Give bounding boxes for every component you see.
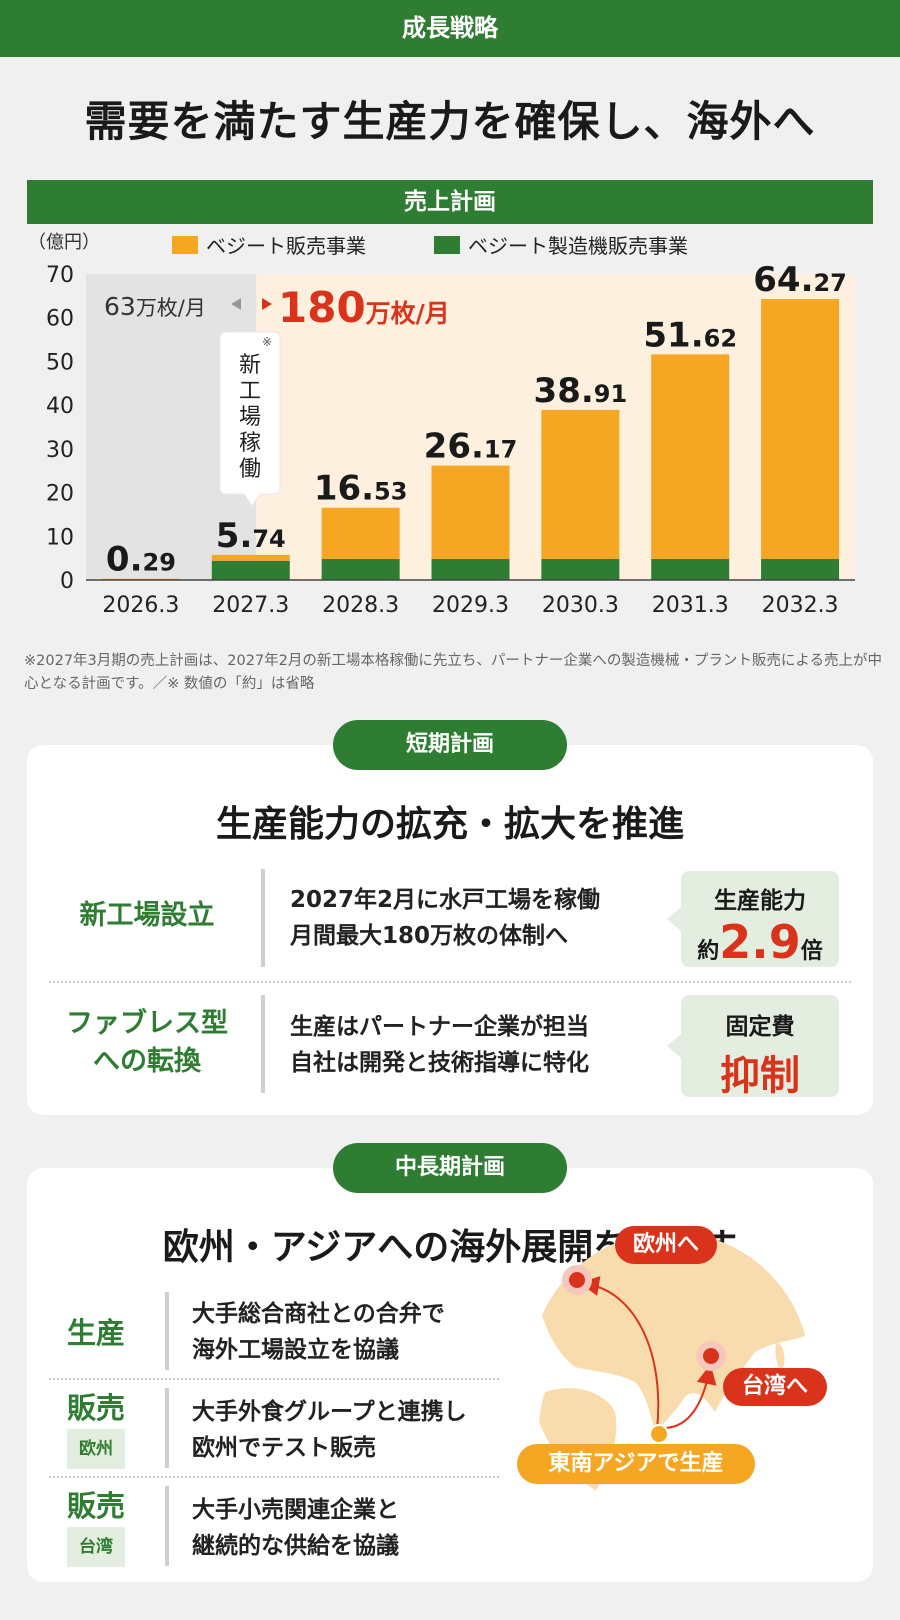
legend-entry: ベジート製造機販売事業 <box>468 234 688 258</box>
region-tag-taiwan: 台湾 <box>67 1527 125 1567</box>
mid-term-pill: 中長期計画 <box>333 1143 567 1193</box>
capacity-after-label: 180万枚/月 <box>278 283 450 332</box>
row-description: 生産はパートナー企業が担当 自社は開発と技術指導に特化 <box>290 1014 589 1076</box>
expansion-map: 欧州へ 台湾へ 東南アジアで生産 <box>515 1222 860 1522</box>
factory-callout-char: 稼 <box>239 431 261 456</box>
row-separator <box>49 1476 499 1478</box>
bar-total-label: 5.74 <box>216 516 286 556</box>
legend-entry: ベジート販売事業 <box>206 234 366 258</box>
land-japan <box>775 1342 785 1372</box>
x-tick-label: 2031.3 <box>652 593 729 618</box>
row-label: 販売 欧州 <box>37 1390 155 1469</box>
row-label: ファブレス型 への転換 <box>66 1008 228 1077</box>
page-headline: 需要を満たす生産力を確保し、海外へ <box>84 97 816 146</box>
row-divider <box>165 1292 169 1370</box>
factory-callout-char: 新 <box>239 353 261 378</box>
factory-callout-char: 働 <box>239 457 261 482</box>
row-description: 大手総合商社との合弁で 海外工場設立を協議 <box>192 1301 445 1363</box>
x-tick-label: 2027.3 <box>212 593 289 618</box>
short-term-row-factory: 新工場設立 2027年2月に水戸工場を稼働 月間最大180万枚の体制へ 生産能力… <box>27 863 873 973</box>
bar-segment <box>321 507 400 560</box>
bar-total-label: 16.53 <box>314 469 408 509</box>
y-tick-label: 0 <box>60 569 74 594</box>
sea-marker <box>649 1424 669 1444</box>
y-axis-unit-label: （億円） <box>28 232 100 253</box>
bar-segment <box>761 559 840 580</box>
bar-total-label: 0.29 <box>106 540 176 580</box>
legend-swatch <box>434 236 460 254</box>
factory-callout-bubble <box>219 331 281 507</box>
short-term-row-fabless: ファブレス型 への転換 生産はパートナー企業が担当 自社は開発と技術指導に特化 … <box>27 989 873 1101</box>
chart-footnote: ※2027年3月期の売上計画は、2027年2月の新工場本格稼働に先立ち、パートナ… <box>24 653 882 692</box>
row-separator <box>49 1378 499 1380</box>
x-tick-label: 2029.3 <box>432 593 509 618</box>
region-tag-europe: 欧州 <box>67 1429 125 1469</box>
factory-callout-char: 場 <box>239 405 261 430</box>
y-tick-label: 20 <box>46 482 74 507</box>
x-tick-label: 2032.3 <box>762 593 839 618</box>
taiwan-label: 台湾へ <box>723 1368 827 1406</box>
row-divider <box>165 1388 169 1468</box>
mid-term-row-sales-taiwan: 販売 台湾 大手小売関連企業と 継続的な供給を協議 <box>27 1478 873 1574</box>
short-term-pill: 短期計画 <box>333 720 567 770</box>
route-to-europe <box>579 1276 660 1431</box>
bar-segment <box>541 559 620 580</box>
bar-segment <box>211 560 290 580</box>
bar-segment <box>761 299 840 560</box>
row-separator <box>49 981 851 983</box>
bar-total-label: 51.62 <box>643 315 737 355</box>
bar-segment <box>541 409 620 560</box>
row-description: 大手外食グループと連携し 欧州でテスト販売 <box>192 1399 467 1461</box>
y-tick-label: 70 <box>46 263 74 288</box>
row-description: 2027年2月に水戸工場を稼働 月間最大180万枚の体制へ <box>290 887 601 949</box>
mid-term-row-sales-europe: 販売 欧州 大手外食グループと連携し 欧州でテスト販売 <box>27 1380 873 1476</box>
mid-term-row-production: 生産 大手総合商社との合弁で 海外工場設立を協議 <box>27 1286 873 1378</box>
sea-production-label: 東南アジアで生産 <box>517 1444 755 1484</box>
land-eurasia <box>535 1238 810 1432</box>
short-term-card: 生産能力の拡充・拡大を推進 新工場設立 2027年2月に水戸工場を稼働 月間最大… <box>27 745 873 1115</box>
bar-segment <box>321 559 400 580</box>
y-tick-label: 40 <box>46 394 74 419</box>
row-label: 新工場設立 <box>79 900 215 931</box>
bar-segment <box>651 354 730 560</box>
row-label: 販売 台湾 <box>37 1488 155 1567</box>
y-tick-label: 50 <box>46 350 74 375</box>
capacity-arrow-left <box>231 298 241 310</box>
bar-segment <box>431 465 510 560</box>
row-label: 生産 <box>66 1316 125 1350</box>
route-to-taiwan <box>664 1364 717 1429</box>
fixed-cost-badge: 固定費 抑制 <box>667 995 839 1099</box>
chart-title: 売上計画 <box>27 180 873 224</box>
bar-segment <box>651 559 730 580</box>
row-divider <box>261 995 265 1093</box>
bar-total-label: 38.91 <box>534 371 628 411</box>
revenue-bar-chart: 0 10 20 30 40 50 60 70 （億円） ベジート販売事業 ベジート製造機販売事業 0.… <box>28 232 855 618</box>
y-tick-label: 30 <box>46 438 74 463</box>
row-divider <box>165 1486 169 1566</box>
row-divider <box>261 869 265 967</box>
capacity-before-label: 63万枚/月 <box>104 292 206 321</box>
x-tick-label: 2030.3 <box>542 593 619 618</box>
factory-callout-char: 工 <box>239 379 261 404</box>
bar-total-label: 26.17 <box>424 427 518 467</box>
short-term-title: 生産能力の拡充・拡大を推進 <box>215 804 684 845</box>
legend-swatch <box>172 236 198 254</box>
row-description: 大手小売関連企業と 継続的な供給を協議 <box>192 1497 399 1559</box>
bar-segment <box>211 554 290 561</box>
capacity-badge: 生産能力 約2.9倍 <box>667 871 839 969</box>
europe-label: 欧州へ <box>615 1226 717 1264</box>
y-tick-label: 10 <box>46 525 74 550</box>
x-tick-label: 2028.3 <box>322 593 399 618</box>
capacity-arrow-right <box>262 298 272 310</box>
bar-total-label: 64.27 <box>753 260 847 300</box>
section-header-bar: 成長戦略 <box>0 0 900 57</box>
x-tick-label: 2026.3 <box>102 593 179 618</box>
bar-segment <box>431 559 510 580</box>
factory-callout-mark: ※ <box>262 335 272 349</box>
y-tick-label: 60 <box>46 307 74 332</box>
